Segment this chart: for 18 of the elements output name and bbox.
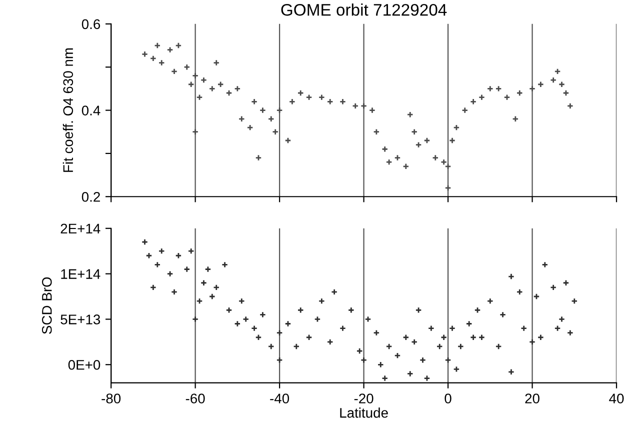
y-axis-title: SCD BrO (42, 277, 52, 334)
y-tick-label: 0.6 (82, 19, 100, 30)
chart-title: GOME orbit 71229204 (281, 4, 447, 16)
x-tick-label: 20 (525, 394, 540, 404)
y-tick-label: 0.4 (82, 106, 100, 116)
x-tick-label: 0 (444, 394, 452, 404)
x-tick-label: -40 (270, 394, 290, 404)
x-tick-label: 40 (609, 394, 624, 404)
x-tick-label: -60 (186, 394, 205, 404)
y-tick-label: 1E+14 (61, 269, 100, 279)
y-tick-label: 2E+14 (60, 224, 100, 234)
x-tick-label: -80 (102, 394, 121, 404)
y-tick-label: 0.2 (82, 192, 100, 202)
y-tick-label: 5E+13 (60, 314, 100, 324)
y-axis-title: Fit coeff. O4 630 nm (62, 48, 74, 172)
x-axis-title: Latitude (340, 408, 388, 418)
y-tick-label: 0E+0 (68, 360, 100, 370)
x-tick-label: -20 (354, 394, 374, 404)
